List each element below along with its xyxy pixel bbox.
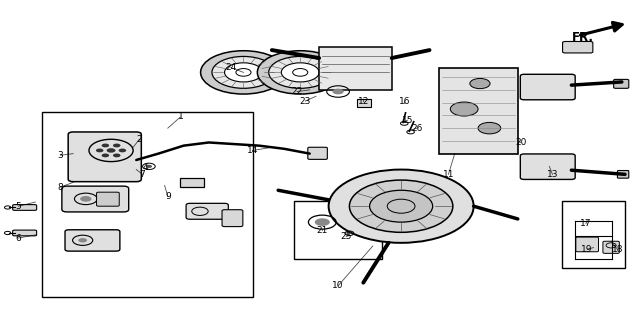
Text: 17: 17 <box>580 219 592 228</box>
FancyBboxPatch shape <box>439 68 518 154</box>
FancyBboxPatch shape <box>97 192 119 206</box>
FancyBboxPatch shape <box>520 154 575 180</box>
Bar <box>294 201 382 259</box>
Text: 18: 18 <box>612 245 623 254</box>
Text: 14: 14 <box>247 146 258 155</box>
FancyBboxPatch shape <box>222 210 243 227</box>
Text: 21: 21 <box>317 226 328 235</box>
Circle shape <box>329 170 473 243</box>
Text: 19: 19 <box>581 245 593 254</box>
Text: 26: 26 <box>411 124 423 132</box>
Text: 7: 7 <box>140 170 145 179</box>
Text: 22: 22 <box>291 87 303 96</box>
Text: 3: 3 <box>58 151 63 160</box>
FancyBboxPatch shape <box>13 230 37 236</box>
Text: 15: 15 <box>402 116 413 125</box>
FancyBboxPatch shape <box>62 186 129 212</box>
Text: 5: 5 <box>15 202 21 211</box>
Text: 25: 25 <box>341 232 352 241</box>
FancyBboxPatch shape <box>180 178 204 187</box>
Circle shape <box>451 102 478 116</box>
Circle shape <box>113 144 121 148</box>
Circle shape <box>200 51 286 94</box>
Circle shape <box>102 144 109 148</box>
Circle shape <box>119 148 126 152</box>
FancyBboxPatch shape <box>68 132 142 182</box>
Circle shape <box>315 218 330 226</box>
FancyBboxPatch shape <box>13 204 37 210</box>
Circle shape <box>257 51 343 94</box>
Circle shape <box>349 180 453 232</box>
Text: 11: 11 <box>442 170 454 179</box>
Circle shape <box>78 238 87 243</box>
Text: 6: 6 <box>15 234 21 243</box>
Circle shape <box>96 148 104 152</box>
Circle shape <box>146 165 152 168</box>
Circle shape <box>102 154 109 157</box>
Text: 12: 12 <box>358 97 369 106</box>
Circle shape <box>332 89 344 94</box>
Text: 2: 2 <box>137 135 142 144</box>
FancyBboxPatch shape <box>520 74 575 100</box>
Circle shape <box>212 56 275 88</box>
Circle shape <box>281 63 319 82</box>
FancyBboxPatch shape <box>319 47 392 90</box>
FancyBboxPatch shape <box>603 241 619 253</box>
FancyBboxPatch shape <box>308 147 327 159</box>
Bar <box>562 201 625 268</box>
Text: 8: 8 <box>58 183 63 192</box>
Text: 24: 24 <box>225 63 236 72</box>
FancyBboxPatch shape <box>614 79 629 88</box>
Circle shape <box>348 232 351 234</box>
Circle shape <box>113 154 121 157</box>
FancyBboxPatch shape <box>65 230 120 251</box>
Circle shape <box>478 123 501 134</box>
FancyBboxPatch shape <box>576 237 599 252</box>
FancyBboxPatch shape <box>186 203 228 219</box>
Text: 20: 20 <box>515 138 526 147</box>
Circle shape <box>107 148 116 153</box>
Circle shape <box>370 190 433 222</box>
Circle shape <box>470 78 490 89</box>
Text: 16: 16 <box>399 97 410 106</box>
Circle shape <box>269 56 332 88</box>
Text: 9: 9 <box>165 192 171 201</box>
Bar <box>42 112 253 297</box>
Circle shape <box>80 196 92 202</box>
FancyBboxPatch shape <box>562 42 593 53</box>
FancyBboxPatch shape <box>617 171 629 178</box>
Text: FR.: FR. <box>571 31 593 44</box>
Text: 4: 4 <box>143 164 149 172</box>
Text: 13: 13 <box>547 170 558 179</box>
Circle shape <box>224 63 262 82</box>
FancyBboxPatch shape <box>357 99 371 108</box>
Text: 1: 1 <box>178 113 183 122</box>
Text: 23: 23 <box>300 97 311 106</box>
Text: 10: 10 <box>332 281 344 290</box>
